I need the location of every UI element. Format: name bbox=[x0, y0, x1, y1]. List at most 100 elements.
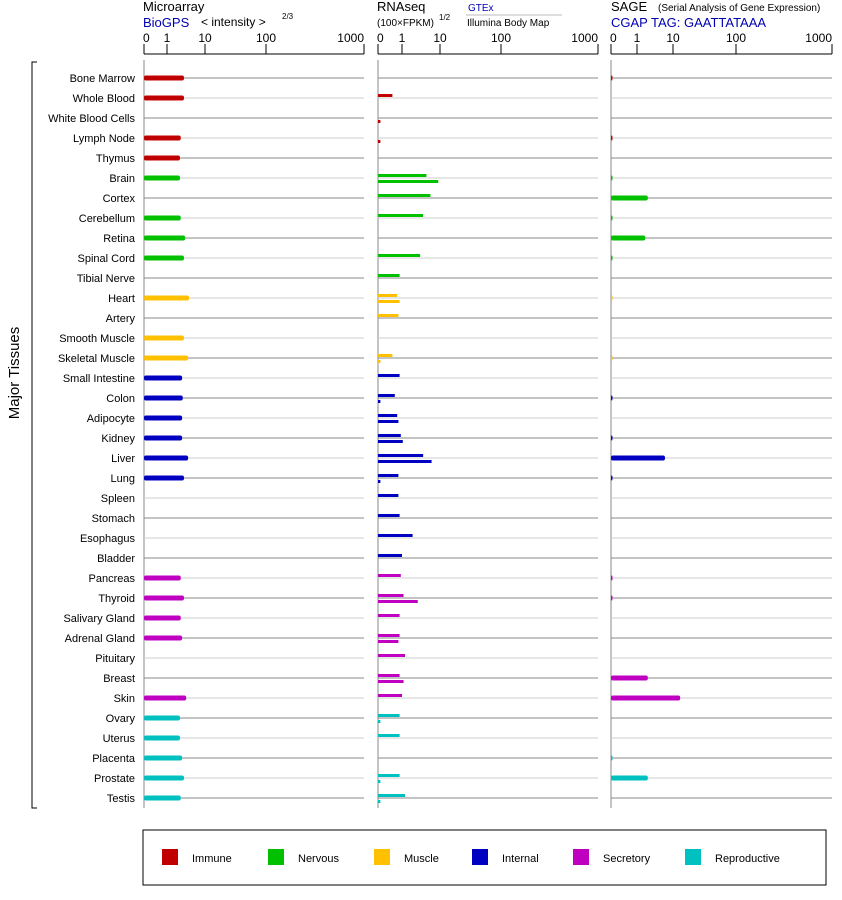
bar-biogps bbox=[144, 135, 181, 141]
sage-title: SAGE bbox=[611, 0, 647, 14]
gtex-label: GTEx bbox=[468, 3, 494, 14]
bar-illumina-body-map bbox=[378, 460, 432, 463]
bar-sage bbox=[611, 175, 613, 181]
tissue-label: Bladder bbox=[97, 553, 135, 565]
bar-illumina-body-map bbox=[378, 640, 399, 643]
bar-gtex bbox=[378, 434, 401, 437]
x-tick-label: 100 bbox=[256, 31, 276, 45]
bar-gtex bbox=[378, 374, 400, 377]
bar-gtex bbox=[378, 574, 401, 577]
bar-illumina-body-map bbox=[378, 140, 381, 143]
tissue-label: Whole Blood bbox=[73, 93, 135, 105]
tissue-label: Artery bbox=[106, 313, 136, 325]
bar-sage bbox=[611, 475, 613, 481]
tissue-label: Testis bbox=[107, 793, 136, 805]
tissue-label: Salivary Gland bbox=[63, 613, 135, 625]
x-tick-label: 0 bbox=[377, 31, 384, 45]
x-tick-label: 1000 bbox=[571, 31, 598, 45]
biogps-label: BioGPS bbox=[143, 15, 190, 30]
bar-sage bbox=[611, 255, 613, 261]
bar-sage bbox=[611, 395, 613, 401]
x-tick-label: 10 bbox=[198, 31, 212, 45]
y-axis-label: Major Tissues bbox=[6, 327, 23, 420]
bar-biogps bbox=[144, 715, 181, 721]
tissue-label: Thymus bbox=[96, 153, 136, 165]
bar-biogps bbox=[144, 295, 190, 301]
tissue-label: Esophagus bbox=[80, 533, 136, 545]
bar-biogps bbox=[144, 795, 181, 801]
tissue-label: Colon bbox=[106, 393, 135, 405]
x-tick-label: 1000 bbox=[337, 31, 364, 45]
bar-illumina-body-map bbox=[378, 720, 381, 723]
tissue-bracket bbox=[31, 61, 37, 809]
legend-label: Immune bbox=[192, 853, 232, 865]
tissue-label: Retina bbox=[103, 233, 136, 245]
bar-biogps bbox=[144, 155, 181, 161]
bar-gtex bbox=[378, 494, 399, 497]
bar-gtex bbox=[378, 474, 399, 477]
legend-swatch-muscle bbox=[374, 849, 390, 865]
bar-sage bbox=[611, 435, 613, 441]
x-tick-label: 10 bbox=[666, 31, 680, 45]
tissue-label: Thyroid bbox=[98, 593, 135, 605]
tissue-label: Pancreas bbox=[89, 573, 136, 585]
tissue-label: Liver bbox=[111, 453, 135, 465]
rnaseq-title: RNAseq bbox=[377, 0, 425, 14]
bar-gtex bbox=[378, 94, 393, 97]
bar-biogps bbox=[144, 735, 181, 741]
tissue-label: Breast bbox=[103, 673, 135, 685]
microarray-title: Microarray bbox=[143, 0, 205, 14]
x-tick-label: 1 bbox=[399, 31, 406, 45]
tissue-label: Adipocyte bbox=[87, 413, 135, 425]
bar-gtex bbox=[378, 354, 393, 357]
bar-gtex bbox=[378, 634, 400, 637]
bar-sage bbox=[611, 75, 613, 81]
bar-gtex bbox=[378, 714, 400, 717]
bar-gtex bbox=[378, 394, 395, 397]
bar-biogps bbox=[144, 595, 184, 601]
bar-gtex bbox=[378, 294, 398, 297]
legend-label: Internal bbox=[502, 853, 539, 865]
bar-sage bbox=[611, 455, 666, 461]
tissue-label: Cortex bbox=[103, 193, 136, 205]
bar-biogps bbox=[144, 395, 183, 401]
x-tick-label: 1 bbox=[634, 31, 641, 45]
bar-sage bbox=[611, 675, 648, 681]
bar-gtex bbox=[378, 454, 424, 457]
tissue-label: Prostate bbox=[94, 773, 135, 785]
bar-gtex bbox=[378, 554, 402, 557]
bar-sage bbox=[611, 235, 646, 241]
bar-illumina-body-map bbox=[378, 440, 403, 443]
tissue-label: White Blood Cells bbox=[48, 113, 135, 125]
bar-sage bbox=[611, 215, 613, 221]
bar-biogps bbox=[144, 615, 181, 621]
bar-biogps bbox=[144, 75, 184, 81]
bar-sage bbox=[611, 295, 613, 301]
bar-biogps bbox=[144, 175, 181, 181]
bar-biogps bbox=[144, 335, 184, 341]
tissue-label: Bone Marrow bbox=[70, 73, 135, 85]
bar-illumina-body-map bbox=[378, 420, 399, 423]
bar-gtex bbox=[378, 534, 413, 537]
x-tick-label: 1000 bbox=[805, 31, 832, 45]
x-tick-label: 0 bbox=[143, 31, 150, 45]
bar-sage bbox=[611, 575, 613, 581]
legend-swatch-internal bbox=[472, 849, 488, 865]
tissue-label: Skeletal Muscle bbox=[58, 353, 135, 365]
cgap-tag-label: CGAP TAG: GAATTATAAA bbox=[611, 15, 766, 30]
tissue-label: Spleen bbox=[101, 493, 135, 505]
x-tick-label: 1 bbox=[164, 31, 171, 45]
tissue-label: Adrenal Gland bbox=[65, 633, 135, 645]
tissue-label: Pituitary bbox=[95, 653, 135, 665]
bar-gtex bbox=[378, 734, 400, 737]
tissue-label: Ovary bbox=[106, 713, 136, 725]
x-tick-label: 100 bbox=[491, 31, 511, 45]
bar-illumina-body-map bbox=[378, 400, 381, 403]
bar-illumina-body-map bbox=[378, 300, 400, 303]
x-tick-label: 100 bbox=[726, 31, 746, 45]
bar-gtex bbox=[378, 514, 400, 517]
tissue-label: Tibial Nerve bbox=[77, 273, 135, 285]
tissue-label: Skin bbox=[114, 693, 135, 705]
bar-biogps bbox=[144, 635, 183, 641]
